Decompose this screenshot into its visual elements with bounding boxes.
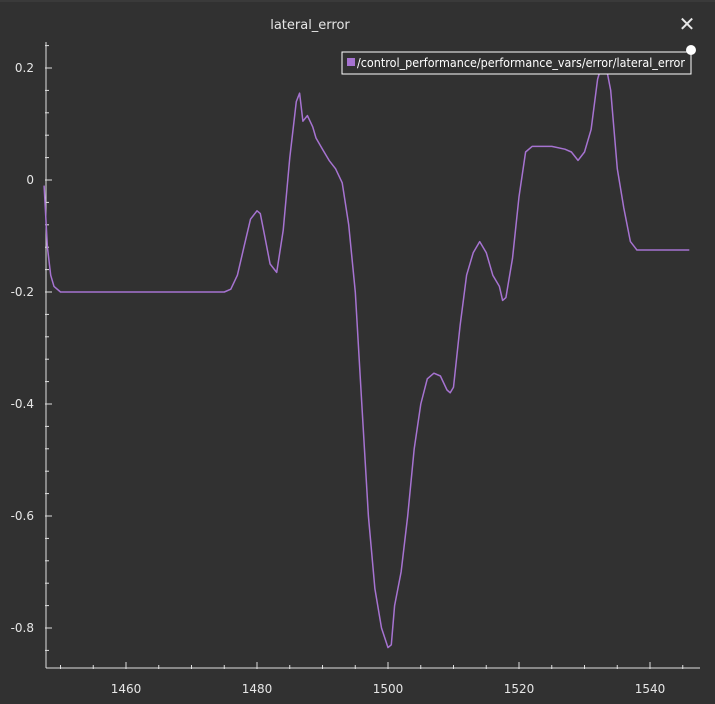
legend-swatch-icon: [347, 58, 355, 66]
resize-handle-icon[interactable]: [686, 45, 696, 55]
x-tick-label: 1540: [635, 682, 666, 696]
x-tick-label: 1460: [111, 682, 142, 696]
series-line: [43, 56, 690, 649]
x-tick-label: 1480: [242, 682, 273, 696]
x-tick-label: 1500: [373, 682, 404, 696]
y-tick-label: -0.8: [11, 621, 34, 635]
y-tick-label: -0.6: [11, 509, 34, 523]
y-tick-label: -0.2: [11, 285, 34, 299]
y-tick-label: -0.4: [11, 397, 34, 411]
axes: 0.2 0 -0.2 -0.4 -0.6 -0.8 1460 1480 1500 1520 1540: [11, 42, 700, 696]
series-layer: [43, 56, 690, 649]
y-tick-label: 0: [26, 173, 34, 187]
window-top-border: [0, 0, 715, 2]
x-tick-label: 1520: [504, 682, 535, 696]
legend[interactable]: /control_performance/performance_vars/er…: [341, 45, 696, 75]
plot-title: lateral_error: [270, 18, 350, 33]
y-tick-label: 0.2: [15, 61, 34, 75]
legend-box: [341, 51, 692, 75]
legend-entry-label: /control_performance/performance_vars/er…: [357, 56, 685, 70]
close-icon[interactable]: ✕: [678, 12, 696, 36]
